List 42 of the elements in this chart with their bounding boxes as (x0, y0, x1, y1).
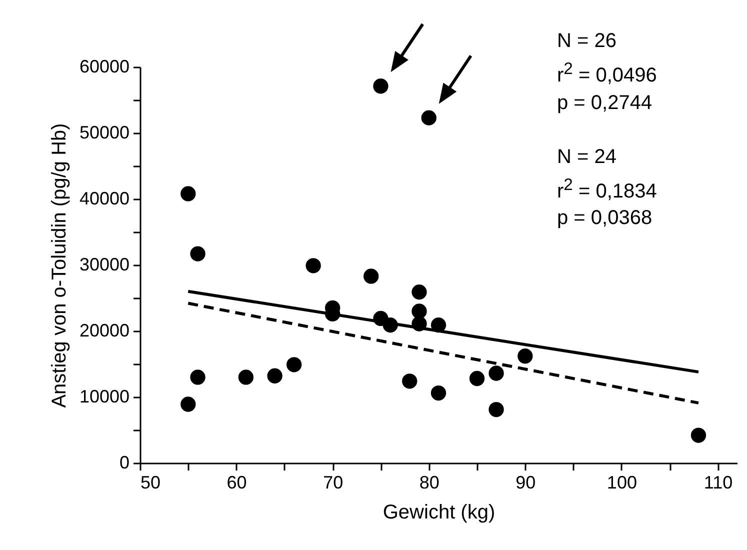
x-tick-label: 60 (226, 472, 247, 492)
point (430, 385, 446, 401)
x-tick-label: 70 (323, 472, 344, 492)
point (190, 246, 206, 262)
point (402, 374, 418, 389)
x-tick-label: 110 (704, 472, 733, 492)
point (238, 370, 254, 385)
point (412, 284, 427, 300)
text: N = 26 (557, 29, 618, 54)
x-tick-label: 80 (419, 472, 440, 492)
annotation: p = 0,0368 (557, 206, 654, 232)
y-tick-label: 60000 (79, 56, 130, 76)
y-tick-label: 40000 (79, 188, 130, 208)
point (190, 370, 206, 385)
point (364, 268, 379, 284)
point (180, 396, 196, 412)
point (286, 357, 302, 372)
x-tick-label: 100 (606, 472, 637, 492)
x-tick-label: 50 (140, 472, 161, 492)
x-tick-label: 90 (516, 472, 536, 492)
point (469, 370, 485, 386)
point (690, 428, 706, 443)
point (373, 78, 388, 94)
point (412, 304, 427, 319)
y-tick-label: 10000 (79, 386, 130, 406)
y-tick-label: 20000 (79, 320, 130, 340)
annotation: r$^{2}$ = 0,0496 (557, 58, 657, 89)
annotation: p = 0,2744 (557, 90, 654, 116)
point (306, 258, 321, 274)
x-axis-title: Gewicht (kg) (382, 502, 496, 524)
annotation: N = 24 (557, 144, 618, 170)
y-tick-label: 30000 (79, 254, 130, 274)
point (267, 368, 282, 384)
y-tick-label: 50000 (79, 122, 130, 142)
point (180, 186, 196, 202)
annotation: r$^{2}$ = 0,1834 (557, 174, 657, 204)
point (488, 402, 504, 418)
point (421, 110, 436, 126)
y-tick-label: 0 (119, 452, 130, 472)
point (488, 366, 504, 381)
point (518, 348, 533, 364)
y-axis-title: Anstieg von o-Toluidin (pg/g Hb) (48, 123, 70, 408)
